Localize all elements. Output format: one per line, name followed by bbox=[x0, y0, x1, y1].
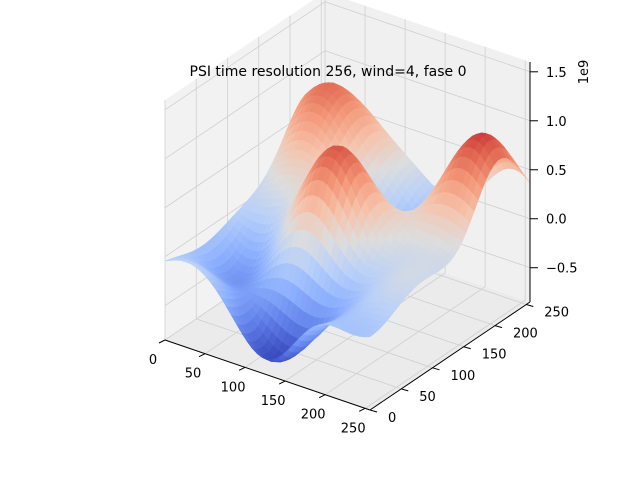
grid-line-x-floor bbox=[324, 286, 486, 396]
x-tick-label: 250 bbox=[341, 421, 366, 436]
y-tick-mark bbox=[494, 325, 503, 329]
surface-facet bbox=[363, 333, 375, 338]
axis-ticks: 0 50 100 150 200 250 0 50 100 150 200 250 −0.5 0.0 0.5… bbox=[149, 60, 592, 437]
z-tick-label: 1.5 bbox=[546, 66, 567, 81]
x-tick-mark bbox=[238, 366, 246, 371]
grid-line-z-back bbox=[324, 50, 531, 122]
y-axis-line bbox=[369, 301, 531, 411]
grid-line-y-floor bbox=[196, 318, 402, 390]
z-tick-label: −0.5 bbox=[546, 262, 578, 277]
y-tick-mark bbox=[432, 367, 440, 371]
x-tick-mark bbox=[158, 339, 166, 344]
grid-line-z-left bbox=[164, 50, 326, 160]
x-tick-mark bbox=[198, 353, 206, 358]
x-tick-label: 200 bbox=[301, 408, 326, 423]
y-tick-mark bbox=[369, 409, 378, 413]
y-tick-mark bbox=[401, 388, 409, 392]
x-tick-label: 0 bbox=[149, 353, 157, 368]
y-tick-mark bbox=[526, 304, 534, 308]
z-tick-label: 0.0 bbox=[546, 213, 567, 228]
z-offset-label: 1e9 bbox=[577, 60, 592, 85]
x-tick-label: 50 bbox=[185, 367, 202, 382]
surface-plot bbox=[164, 82, 531, 363]
grid-line-x-floor bbox=[364, 300, 526, 409]
y-tick-label: 50 bbox=[419, 390, 436, 405]
x-tick-label: 100 bbox=[221, 380, 246, 395]
x-tick-mark bbox=[278, 380, 286, 385]
y-tick-label: 150 bbox=[482, 348, 507, 363]
x-tick-label: 150 bbox=[261, 394, 286, 409]
axis-lines bbox=[164, 62, 531, 411]
x-tick-mark bbox=[358, 407, 366, 412]
grid-line-z-back bbox=[324, 1, 531, 73]
y-tick-label: 250 bbox=[544, 306, 569, 321]
x-axis-line bbox=[164, 339, 371, 411]
x-tick-mark bbox=[318, 394, 326, 399]
y-tick-label: 100 bbox=[451, 369, 476, 384]
z-tick-label: 1.0 bbox=[546, 115, 567, 130]
y-tick-label: 200 bbox=[513, 327, 538, 342]
y-tick-label: 0 bbox=[388, 411, 396, 426]
y-tick-mark bbox=[463, 346, 471, 350]
chart-title: PSI time resolution 256, wind=4, fase 0 bbox=[189, 64, 467, 80]
grid-line-z-left bbox=[164, 1, 326, 111]
z-tick-label: 0.5 bbox=[546, 164, 567, 179]
